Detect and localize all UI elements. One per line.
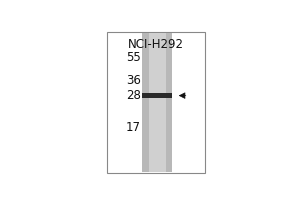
Bar: [142, 93, 172, 98]
Bar: [149, 33, 166, 172]
Text: 55: 55: [126, 51, 141, 64]
Text: 36: 36: [126, 74, 141, 87]
Bar: [107, 32, 205, 173]
Text: 17: 17: [126, 121, 141, 134]
Text: NCI-H292: NCI-H292: [128, 38, 184, 51]
Text: 28: 28: [126, 89, 141, 102]
Bar: [142, 33, 172, 172]
